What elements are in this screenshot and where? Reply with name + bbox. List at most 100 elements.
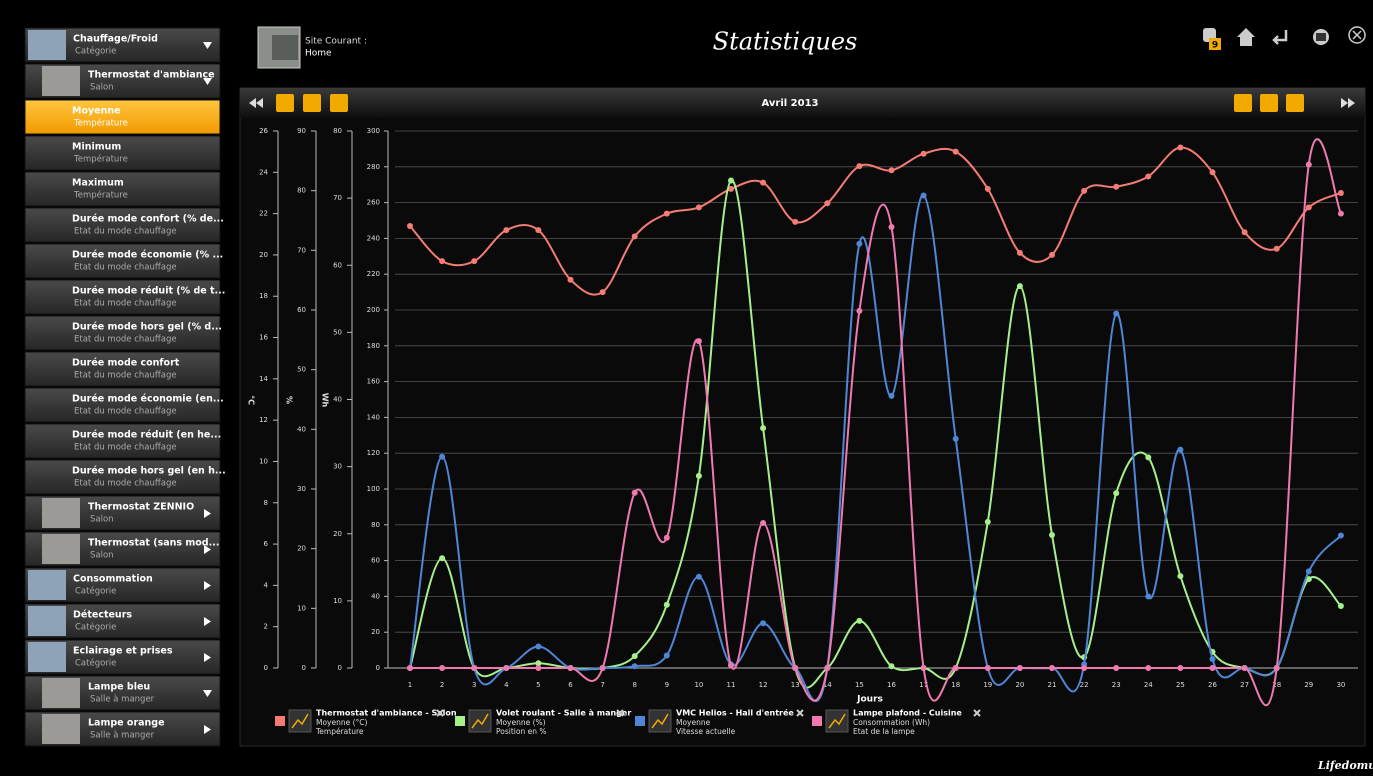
data-point — [792, 665, 798, 671]
data-point — [889, 663, 895, 669]
y-tick-label: 140 — [367, 413, 380, 421]
data-point — [760, 620, 766, 626]
swap-button[interactable] — [276, 94, 294, 112]
data-point — [696, 204, 702, 210]
legend-name: Thermostat d'ambiance - Salon — [316, 709, 457, 718]
row-icon — [42, 498, 80, 528]
row-subtitle: Température — [73, 154, 128, 165]
y-tick-label: 24 — [259, 168, 268, 176]
y-tick-label: 14 — [259, 375, 268, 383]
data-point — [1049, 532, 1055, 538]
data-point — [856, 241, 862, 247]
data-point — [1177, 665, 1183, 671]
period-label: Avril 2013 — [761, 98, 818, 109]
x-axis-title: Jours — [856, 695, 883, 705]
row-icon — [28, 642, 66, 672]
y-tick-label: 90 — [297, 127, 306, 135]
page-title: Statistiques — [713, 28, 858, 56]
x-tick-label: 11 — [727, 681, 736, 689]
y-tick-label: 18 — [259, 292, 268, 300]
data-point — [760, 180, 766, 186]
row-subtitle: Salle à manger — [90, 695, 155, 705]
view-year-button[interactable] — [1286, 94, 1304, 112]
data-point — [664, 211, 670, 217]
y-tick-label: 260 — [367, 199, 380, 207]
data-point — [728, 662, 734, 668]
row-title: Lampe bleu — [88, 682, 150, 693]
app-screen: Site Courant : Home Statistiques 9 Avril… — [0, 0, 1373, 776]
data-point — [985, 186, 991, 192]
print-button[interactable] — [303, 94, 321, 112]
x-tick-label: 22 — [1080, 681, 1089, 689]
legend-swatch[interactable] — [455, 716, 465, 726]
data-point — [407, 223, 413, 229]
row-icon — [42, 534, 80, 564]
y-tick-label: 200 — [367, 306, 380, 314]
legend-measure: Consommation (Wh) — [853, 718, 930, 727]
data-point — [1081, 665, 1087, 671]
y-tick-label: 0 — [338, 664, 342, 672]
data-point — [728, 178, 734, 184]
row-subtitle: Etat du mode chauffage — [74, 443, 177, 453]
data-point — [696, 473, 702, 479]
y-tick-label: 180 — [367, 342, 380, 350]
sidebar-row[interactable] — [25, 136, 220, 170]
row-subtitle: Etat du mode chauffage — [74, 371, 177, 381]
row-subtitle: Salon — [90, 515, 114, 525]
y-tick-label: 16 — [259, 334, 268, 342]
row-subtitle: Salon — [90, 83, 114, 93]
legend-swatch[interactable] — [812, 716, 822, 726]
data-point — [503, 227, 509, 233]
data-point — [953, 436, 959, 442]
y-tick-label: 8 — [264, 499, 268, 507]
y-tick-label: 20 — [259, 251, 268, 259]
row-subtitle: Catégorie — [75, 46, 116, 57]
row-title: Durée mode réduit (en he... — [72, 430, 221, 441]
row-subtitle: Température — [73, 118, 128, 129]
row-title: Thermostat (sans mod... — [88, 538, 219, 549]
y-tick-label: 22 — [259, 210, 268, 218]
data-point — [1177, 573, 1183, 579]
legend-swatch[interactable] — [635, 716, 645, 726]
x-tick-label: 25 — [1176, 681, 1185, 689]
x-tick-label: 15 — [855, 681, 864, 689]
legend-detail: Vitesse actuelle — [676, 727, 736, 736]
row-icon — [28, 606, 66, 636]
badge-count: 9 — [1212, 41, 1218, 51]
y-tick-label: 10 — [297, 604, 306, 612]
data-point — [1081, 188, 1087, 194]
data-point — [696, 574, 702, 580]
data-point — [568, 277, 574, 283]
legend-name: Volet roulant - Salle à manger — [496, 709, 631, 718]
data-point — [1210, 169, 1216, 175]
x-tick-label: 3 — [472, 681, 476, 689]
row-subtitle: Catégorie — [75, 658, 116, 669]
x-tick-label: 8 — [632, 681, 636, 689]
y-tick-label: 300 — [367, 127, 380, 135]
row-title: Lampe orange — [88, 718, 165, 729]
x-tick-label: 4 — [504, 681, 509, 689]
legend-swatch[interactable] — [275, 716, 285, 726]
y-tick-label: 120 — [367, 449, 380, 457]
data-point — [824, 665, 830, 671]
legend-detail: Etat de la lampe — [853, 727, 915, 736]
legend-detail: Position en % — [496, 727, 546, 736]
x-tick-label: 19 — [983, 681, 992, 689]
row-icon — [28, 570, 66, 600]
row-subtitle: Etat du mode chauffage — [74, 479, 177, 489]
export-button[interactable] — [330, 94, 348, 112]
y-tick-label: 80 — [371, 521, 380, 529]
view-day-button[interactable] — [1234, 94, 1252, 112]
view-month-button[interactable] — [1260, 94, 1278, 112]
y-tick-label: 20 — [297, 545, 306, 553]
sidebar-row[interactable] — [25, 100, 220, 134]
data-point — [824, 200, 830, 206]
x-tick-label: 2 — [440, 681, 444, 689]
data-point — [1338, 211, 1344, 217]
legend-detail: Température — [315, 727, 364, 736]
data-point — [1242, 665, 1248, 671]
row-title: Durée mode hors gel (en h... — [72, 466, 226, 477]
legend-measure: Moyenne (%) — [496, 718, 546, 727]
x-tick-label: 23 — [1112, 681, 1121, 689]
data-point — [696, 338, 702, 344]
